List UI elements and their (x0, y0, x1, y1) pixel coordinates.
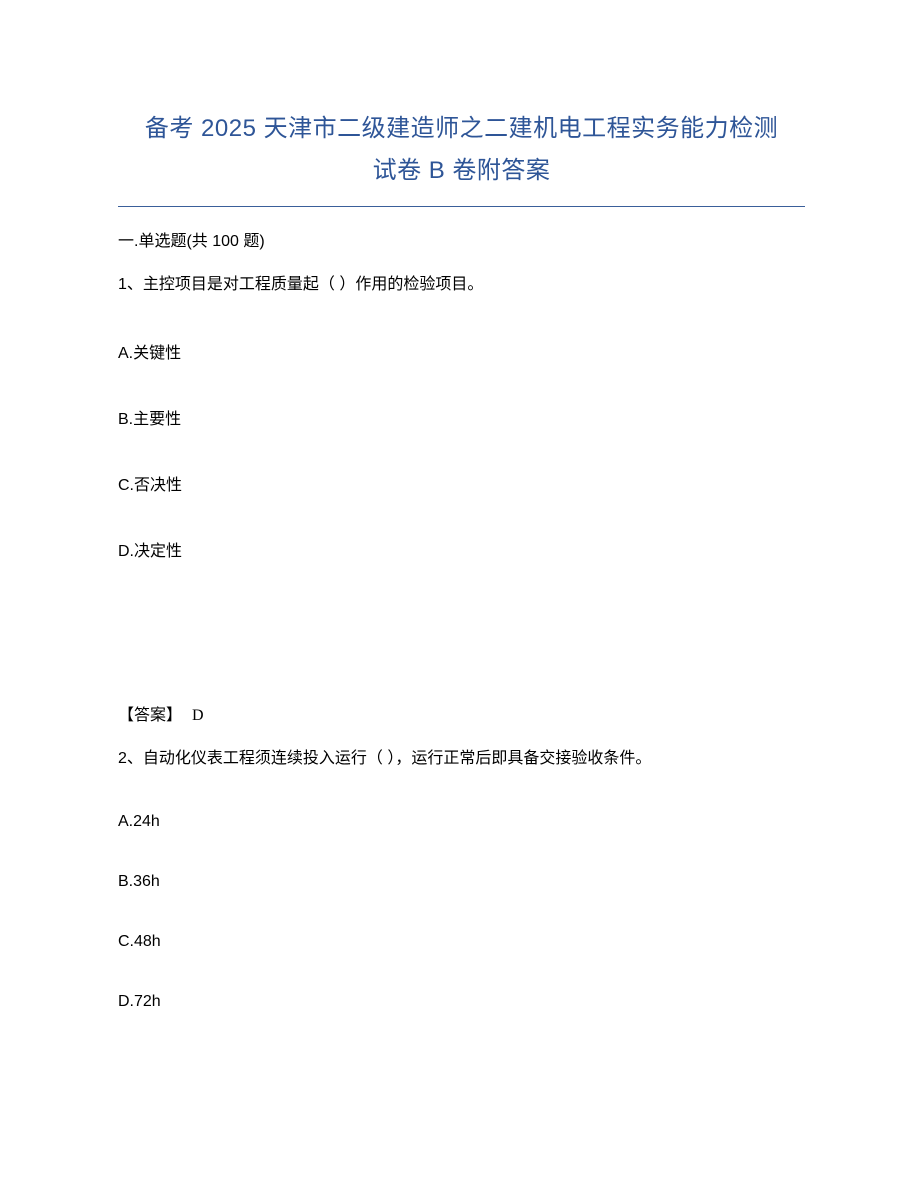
option-c: C.48h (118, 933, 805, 951)
title-line-2: 试卷 B 卷附答案 (118, 150, 805, 192)
question-text: 自动化仪表工程须连续投入运行（ ），运行正常后即具备交接验收条件。 (143, 750, 651, 767)
question-number: 2、 (118, 750, 143, 767)
question-stem: 2、自动化仪表工程须连续投入运行（ ），运行正常后即具备交接验收条件。 (118, 747, 805, 771)
question-text: 主控项目是对工程质量起（ ）作用的检验项目。 (143, 276, 483, 293)
document-title-block: 备考 2025 天津市二级建造师之二建机电工程实务能力检测 试卷 B 卷附答案 (118, 108, 805, 207)
option-b: B.主要性 (118, 405, 805, 429)
question-1: 1、主控项目是对工程质量起（ ）作用的检验项目。 A.关键性 B.主要性 C.否… (118, 273, 805, 725)
option-c: C.否决性 (118, 471, 805, 495)
question-number: 1、 (118, 276, 143, 293)
option-a: A.关键性 (118, 339, 805, 363)
option-a: A.24h (118, 813, 805, 831)
question-2: 2、自动化仪表工程须连续投入运行（ ），运行正常后即具备交接验收条件。 A.24… (118, 747, 805, 1011)
title-line-1: 备考 2025 天津市二级建造师之二建机电工程实务能力检测 (118, 108, 805, 150)
answer-prefix: 【答案】 (118, 707, 182, 724)
answer-letter: D (192, 707, 204, 724)
option-d: D.72h (118, 993, 805, 1011)
question-stem: 1、主控项目是对工程质量起（ ）作用的检验项目。 (118, 273, 805, 297)
section-header: 一.单选题(共 100 题) (118, 227, 805, 251)
option-d: D.决定性 (118, 537, 805, 561)
option-b: B.36h (118, 873, 805, 891)
answer-block: 【答案】 D (118, 701, 805, 725)
